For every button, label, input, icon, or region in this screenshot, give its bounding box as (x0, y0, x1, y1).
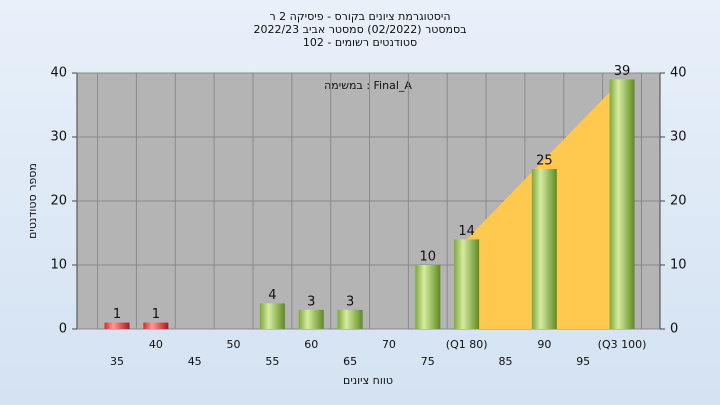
x-axis-label: טווח ציונים (343, 374, 393, 387)
value-label: 14 (458, 224, 475, 239)
value-label: 1 (152, 307, 160, 322)
bar (104, 322, 130, 329)
y2-tick-label: 30 (670, 130, 687, 145)
x-tick-label: 50 (227, 338, 241, 351)
y2-tick-label: 0 (670, 322, 678, 337)
value-label: 25 (536, 154, 553, 169)
y2-tick-label: 10 (670, 258, 687, 273)
value-label: 10 (420, 250, 437, 265)
y2-tick-label: 20 (670, 194, 687, 209)
bar (337, 309, 363, 329)
bar (415, 265, 441, 329)
x-tick-label: 75 (421, 355, 435, 368)
y2-tick-label: 40 (670, 66, 687, 81)
bar (609, 79, 635, 330)
x-tick-label: 95 (576, 355, 590, 368)
title-line: סטודנטים רשומים - 102 (303, 36, 417, 49)
x-tick-label: 55 (265, 355, 279, 368)
annotation: במשימה : Final_A (324, 79, 412, 92)
bar (143, 322, 169, 329)
y-tick-label: 0 (59, 322, 67, 337)
x-tick-label: 60 (304, 338, 318, 351)
value-label: 4 (268, 288, 276, 303)
x-tick-label: (Q1 80) (446, 338, 488, 351)
bar (259, 303, 285, 329)
bar (454, 239, 480, 329)
x-tick-label: 70 (382, 338, 396, 351)
x-tick-label: (Q3 100) (598, 338, 647, 351)
value-label: 1 (113, 307, 121, 322)
value-label: 39 (614, 64, 631, 79)
bar (531, 169, 557, 329)
x-tick-label: 40 (149, 338, 163, 351)
y-axis-label: מספר סטודנטים (26, 163, 39, 239)
y-tick-label: 20 (50, 194, 67, 209)
bar (298, 309, 324, 329)
value-label: 3 (307, 294, 315, 309)
x-tick-label: 65 (343, 355, 357, 368)
x-tick-label: 45 (188, 355, 202, 368)
y-tick-label: 10 (50, 258, 67, 273)
x-tick-label: 85 (499, 355, 513, 368)
y-tick-label: 40 (50, 66, 67, 81)
value-label: 3 (346, 294, 354, 309)
x-tick-label: 35 (110, 355, 124, 368)
title-line: היסטוגרמת ציונים בקורס - פיסיקה 2 ר (269, 10, 450, 23)
y-tick-label: 30 (50, 130, 67, 145)
x-tick-label: 90 (537, 338, 551, 351)
title-line: בסמסטר (02/2022) סמסטר אביב 2022/23 (253, 23, 466, 36)
